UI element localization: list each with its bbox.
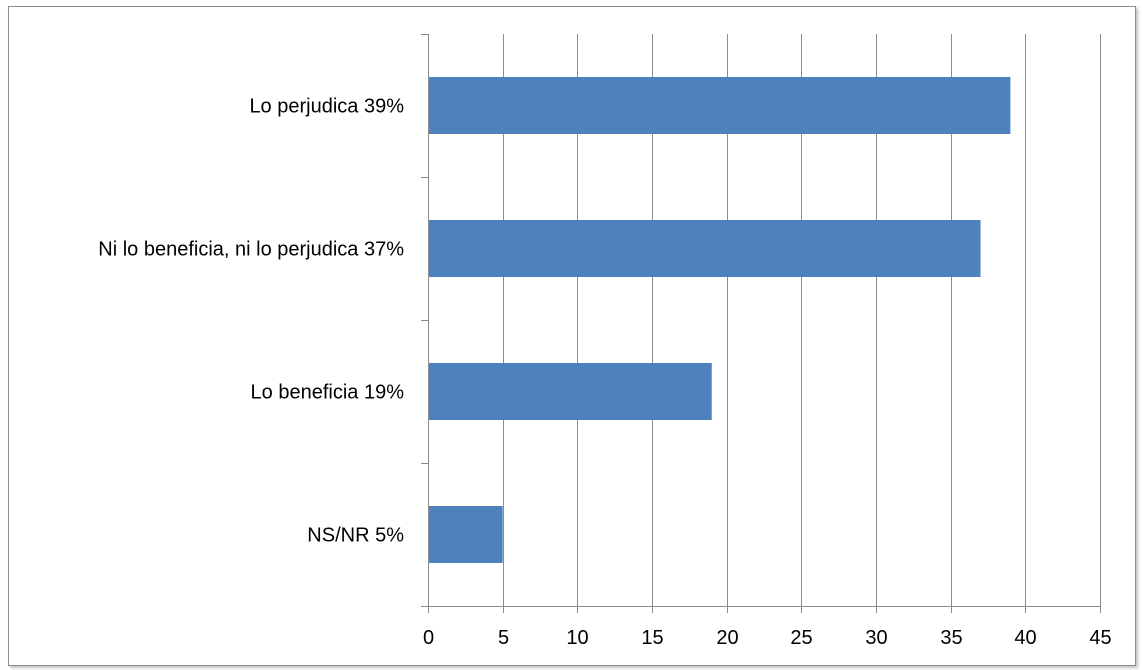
x-tick-label: 15 [641,627,663,649]
labels: 0 5 10 15 20 25 30 35 40 45 Lo perjudica 39% Ni lo … [98,96,1111,650]
category-label: Ni lo beneficia, ni lo perjudica 37% [98,239,404,261]
bar-3 [429,506,503,563]
x-tick-label: 20 [716,627,738,649]
x-tick-label: 25 [790,627,812,649]
category-label: Lo beneficia 19% [251,382,405,404]
x-tick-label: 30 [865,627,887,649]
category-label: Lo perjudica 39% [249,96,404,118]
bar-0 [429,77,1011,134]
x-tick-label: 45 [1089,627,1111,649]
x-tick-label: 40 [1014,627,1036,649]
category-label: NS/NR 5% [307,525,404,547]
x-tick-label: 5 [498,627,509,649]
x-tick-label: 35 [940,627,962,649]
x-tick-label: 10 [566,627,588,649]
axes [421,34,1101,613]
bar-1 [429,220,981,277]
x-tick-label: 0 [423,627,434,649]
bar-2 [429,363,712,420]
bars [429,77,1011,563]
